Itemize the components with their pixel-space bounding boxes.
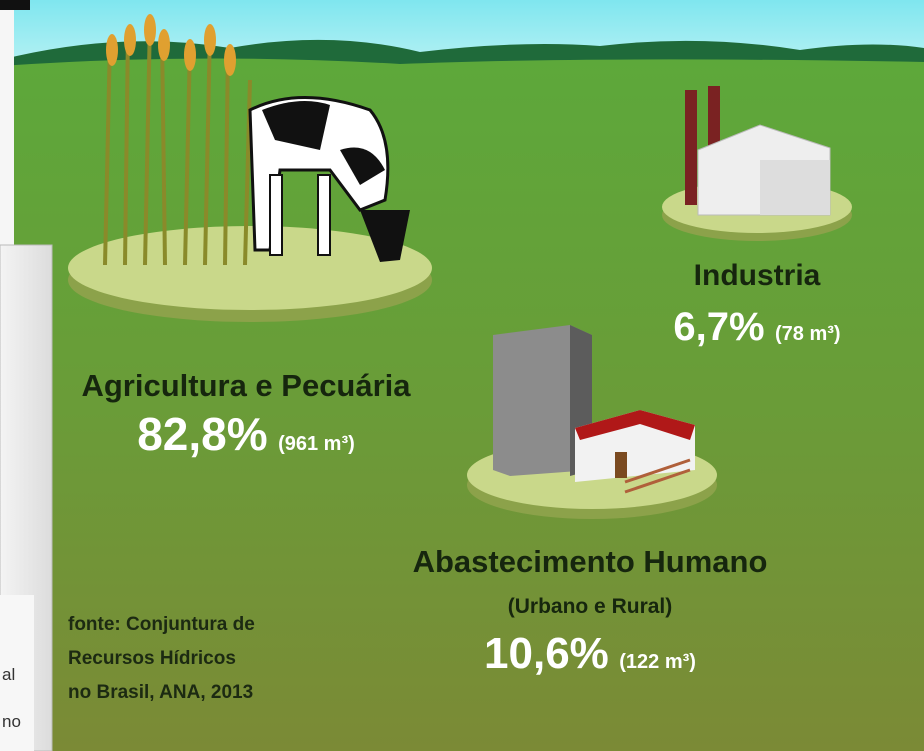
corn-cobs bbox=[106, 14, 236, 76]
sector-value: 10,6% (122 m³) bbox=[484, 629, 696, 678]
roof bbox=[575, 410, 695, 440]
sector-volume: (78 m³) bbox=[775, 323, 841, 345]
sector-volume: (961 m³) bbox=[278, 433, 355, 455]
sector-percent: 6,7% bbox=[673, 305, 764, 349]
source-line: Recursos Hídricos bbox=[68, 648, 236, 669]
sector-label: Abastecimento Humano bbox=[413, 544, 768, 579]
sector-subtitle: (Urbano e Rural) bbox=[508, 595, 673, 618]
cow bbox=[248, 96, 410, 262]
source-line: fonte: Conjuntura de bbox=[68, 614, 255, 635]
tower bbox=[493, 325, 592, 476]
sector-value: 82,8% (961 m³) bbox=[137, 408, 355, 460]
window-fragment: no bbox=[2, 712, 21, 731]
sector-value: 6,7% (78 m³) bbox=[673, 305, 840, 349]
door bbox=[615, 452, 627, 478]
sector-percent: 10,6% bbox=[484, 629, 609, 678]
window-fragment: al bbox=[2, 665, 15, 684]
sector-label: Industria bbox=[694, 259, 821, 292]
window-panel bbox=[0, 595, 34, 751]
window-bar bbox=[0, 0, 30, 10]
platform bbox=[68, 226, 432, 310]
sector-percent: 82,8% bbox=[137, 408, 267, 460]
sector-volume: (122 m³) bbox=[619, 651, 696, 673]
sector-label: Agricultura e Pecuária bbox=[81, 368, 411, 403]
factory-wing bbox=[760, 160, 830, 215]
window-edge bbox=[0, 0, 14, 245]
source-line: no Brasil, ANA, 2013 bbox=[68, 682, 253, 703]
chimney bbox=[685, 90, 697, 205]
fence bbox=[624, 458, 691, 494]
